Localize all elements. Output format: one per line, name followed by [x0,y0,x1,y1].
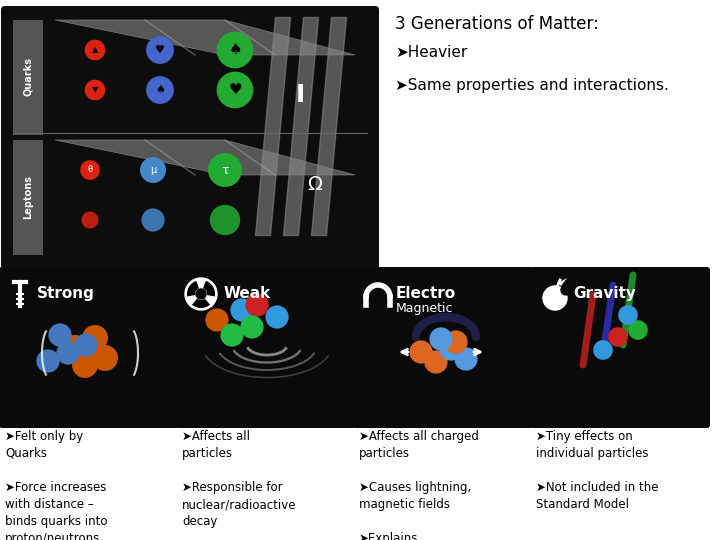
Point [69,343,81,352]
Circle shape [196,289,206,299]
Point [99,354,111,362]
Text: Quarks: Quarks [23,57,33,97]
FancyBboxPatch shape [0,267,179,428]
Text: ➤Affects all charged
particles

➤Causes lightning,
magnetic fields

➤Explains
Ch: ➤Affects all charged particles ➤Causes l… [359,430,479,540]
FancyBboxPatch shape [353,267,533,428]
Text: ➤Felt only by
Quarks

➤Force increases
with distance –
binds quarks into
proton/: ➤Felt only by Quarks ➤Force increases wi… [5,430,107,540]
FancyBboxPatch shape [176,267,356,428]
Point [460,355,472,363]
Point [42,357,54,366]
Point [229,86,240,94]
Point [154,86,166,94]
Text: Electro: Electro [396,286,456,301]
Point [147,166,158,174]
Text: Ω: Ω [307,176,323,194]
Polygon shape [55,20,355,55]
Text: τ: τ [221,164,229,177]
Point [622,310,634,319]
Text: I: I [295,83,305,107]
Text: θ: θ [87,165,93,174]
Text: 3 Generations of Matter:: 3 Generations of Matter: [395,15,599,33]
Text: ♠: ♠ [228,43,242,57]
Point [54,330,66,339]
Point [84,215,96,224]
Point [89,46,101,55]
Point [80,341,91,349]
Point [612,333,624,341]
Point [154,46,166,55]
Text: Leptons: Leptons [23,175,33,219]
FancyBboxPatch shape [1,6,379,269]
Circle shape [543,286,567,310]
Circle shape [561,285,571,295]
FancyBboxPatch shape [13,140,43,255]
FancyBboxPatch shape [530,267,710,428]
Point [251,301,263,309]
Wedge shape [203,281,215,296]
Point [226,330,238,339]
Text: ♥: ♥ [228,83,242,98]
Point [62,349,73,357]
Text: Magnetic: Magnetic [396,302,454,315]
Point [79,361,91,369]
Point [598,346,609,354]
Text: Gravity: Gravity [573,286,636,301]
Text: Strong: Strong [37,286,95,301]
Circle shape [185,278,217,310]
Point [271,313,283,321]
Point [236,306,248,314]
Text: μ: μ [150,165,156,175]
Text: ♠: ♠ [155,85,165,95]
Point [219,166,230,174]
Text: Weak: Weak [224,286,271,301]
Point [450,338,462,346]
Point [89,86,101,94]
Point [431,357,442,366]
Point [445,345,456,353]
Text: ▼: ▼ [91,85,98,94]
Text: ♥: ♥ [155,45,165,55]
Text: ➤Tiny effects on
individual particles

➤Not included in the
Standard Model: ➤Tiny effects on individual particles ➤N… [536,430,659,511]
Point [415,348,427,356]
Text: ➤Affects all
particles

➤Responsible for
nuclear/radioactive
decay

➤Massive bos: ➤Affects all particles ➤Responsible for … [182,430,297,540]
Point [229,46,240,55]
Text: ➤Same properties and interactions.: ➤Same properties and interactions. [395,78,669,93]
Point [219,215,230,224]
Point [246,323,258,332]
FancyBboxPatch shape [13,20,43,135]
Point [89,334,101,342]
Wedge shape [187,281,199,296]
Polygon shape [558,278,567,286]
Point [435,335,446,343]
Point [147,215,158,224]
Text: ▲: ▲ [91,45,98,55]
Point [84,166,96,174]
Text: ➤Heavier: ➤Heavier [395,45,467,60]
Polygon shape [55,140,355,175]
Wedge shape [192,299,210,308]
Point [632,326,644,334]
Point [211,316,222,325]
